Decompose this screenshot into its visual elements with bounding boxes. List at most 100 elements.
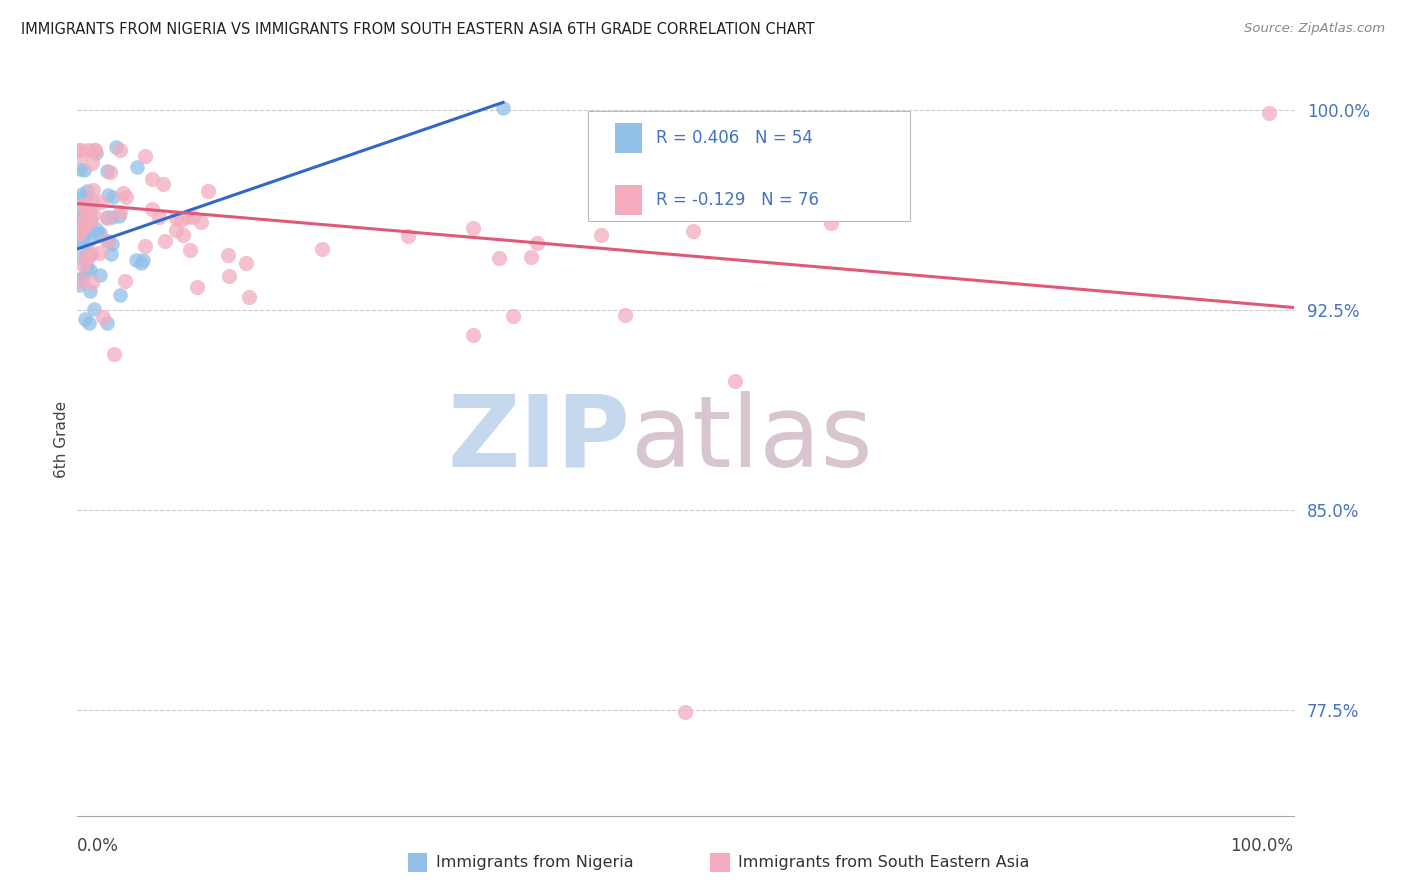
Point — [396, 228, 419, 243]
Point — [84, 145, 107, 160]
Text: 0.0%: 0.0% — [77, 838, 120, 855]
Point — [110, 205, 132, 219]
Text: IMMIGRANTS FROM NIGERIA VS IMMIGRANTS FROM SOUTH EASTERN ASIA 6TH GRADE CORRELAT: IMMIGRANTS FROM NIGERIA VS IMMIGRANTS FR… — [21, 22, 814, 37]
Point — [673, 207, 696, 221]
Point — [69, 144, 91, 158]
Point — [96, 164, 118, 178]
Point — [66, 144, 89, 158]
Point — [463, 327, 485, 342]
Point — [87, 245, 110, 260]
Point — [77, 207, 100, 221]
Point — [152, 177, 174, 191]
Point — [235, 256, 257, 270]
Point — [77, 233, 100, 247]
Point — [76, 185, 98, 199]
Point — [67, 227, 90, 241]
Point — [103, 346, 125, 360]
Point — [100, 247, 122, 261]
Point — [1258, 106, 1281, 120]
Point — [80, 155, 103, 169]
Point — [170, 213, 193, 227]
Text: 100.0%: 100.0% — [1230, 838, 1294, 855]
Point — [73, 220, 96, 235]
Point — [77, 250, 100, 264]
Point — [96, 234, 118, 248]
Point — [820, 216, 842, 230]
Point — [488, 251, 510, 265]
Point — [430, 828, 453, 842]
Point — [79, 284, 101, 298]
Point — [90, 194, 112, 209]
Point — [70, 219, 93, 233]
Point — [79, 263, 101, 277]
Text: Source: ZipAtlas.com: Source: ZipAtlas.com — [1244, 22, 1385, 36]
Point — [84, 144, 107, 158]
Point — [77, 317, 100, 331]
Point — [75, 190, 97, 204]
Point — [165, 223, 187, 237]
Point — [75, 257, 97, 271]
FancyBboxPatch shape — [614, 123, 641, 153]
Point — [589, 227, 612, 242]
Point — [82, 183, 104, 197]
Point — [89, 268, 111, 282]
Y-axis label: 6th Grade: 6th Grade — [53, 401, 69, 478]
FancyBboxPatch shape — [588, 112, 911, 220]
Point — [502, 309, 524, 323]
Text: R = -0.129   N = 76: R = -0.129 N = 76 — [657, 191, 820, 209]
Point — [520, 250, 543, 264]
Point — [70, 191, 93, 205]
Point — [197, 184, 219, 198]
Point — [166, 211, 188, 225]
Point — [129, 256, 152, 270]
Point — [614, 308, 637, 322]
Point — [72, 235, 94, 249]
Point — [70, 202, 93, 216]
Point — [190, 215, 212, 229]
Point — [461, 221, 484, 235]
Point — [83, 144, 105, 158]
Point — [69, 271, 91, 285]
Point — [115, 190, 138, 204]
Text: atlas: atlas — [631, 391, 872, 488]
Point — [67, 224, 90, 238]
Text: R = 0.406   N = 54: R = 0.406 N = 54 — [657, 128, 813, 147]
Point — [148, 210, 170, 224]
Text: Immigrants from Nigeria: Immigrants from Nigeria — [436, 855, 634, 870]
Point — [70, 218, 93, 232]
Point — [134, 238, 156, 252]
Point — [66, 250, 89, 264]
Point — [101, 211, 124, 225]
Point — [134, 149, 156, 163]
Point — [179, 243, 201, 257]
Point — [153, 234, 176, 248]
FancyBboxPatch shape — [614, 185, 641, 215]
Point — [70, 274, 93, 288]
Point — [114, 274, 136, 288]
Point — [76, 144, 98, 158]
Point — [70, 187, 93, 202]
Point — [186, 280, 208, 294]
Point — [492, 101, 515, 115]
Point — [73, 227, 96, 241]
Point — [89, 227, 111, 241]
Point — [100, 236, 122, 251]
Point — [724, 374, 747, 388]
Point — [132, 253, 155, 268]
Point — [75, 311, 97, 326]
Point — [172, 227, 194, 242]
Point — [79, 205, 101, 219]
Point — [682, 224, 704, 238]
Point — [80, 275, 103, 289]
Point — [67, 278, 90, 293]
Text: ZIP: ZIP — [449, 391, 631, 488]
Point — [108, 209, 131, 223]
Point — [84, 222, 107, 236]
Point — [76, 262, 98, 277]
Point — [238, 290, 260, 304]
Point — [76, 249, 98, 263]
Point — [96, 211, 118, 225]
Point — [91, 310, 114, 324]
Point — [67, 235, 90, 249]
Point — [311, 242, 333, 256]
